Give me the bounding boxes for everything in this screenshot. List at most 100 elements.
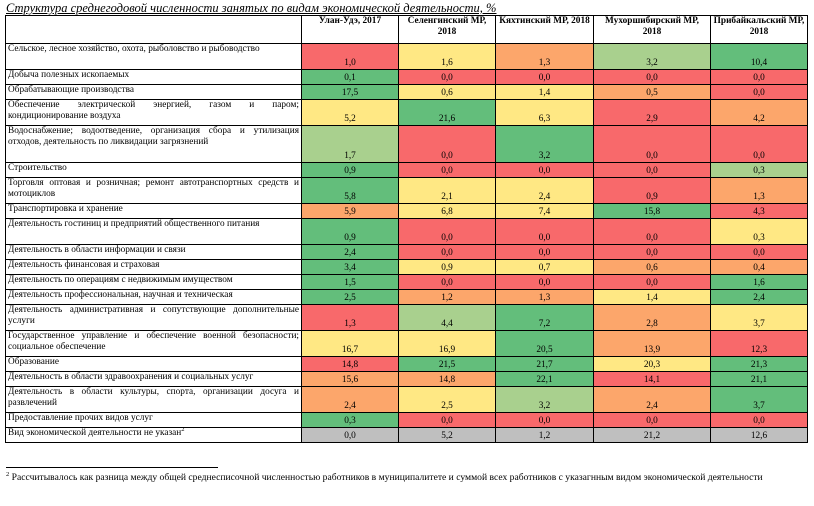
value-cell: 0,0 — [398, 69, 496, 85]
value-cell: 1,7 — [301, 125, 399, 163]
value-cell: 0,0 — [495, 412, 594, 428]
table-row: Добыча полезных ископаемых 0,1 0,0 0,0 0,0 0,… — [5, 69, 808, 85]
value-cell: 14,8 — [398, 371, 496, 387]
value-cell: 10,4 — [710, 43, 808, 70]
value-cell: 21,7 — [495, 356, 594, 372]
row-label: Торговля оптовая и розничная; ремонт авт… — [5, 177, 302, 204]
row-label-text: Строительство — [8, 163, 67, 174]
row-label-text: Деятельность в области здравоохранения и… — [8, 372, 254, 383]
row-label: Обеспечение электрической энергией, газо… — [5, 99, 302, 126]
footnote: 2 Рассчитывалось как разница между общей… — [6, 470, 802, 484]
value-cell: 0,3 — [710, 162, 808, 178]
value-cell: 12,3 — [710, 330, 808, 357]
row-label-text: Деятельность в области информации и связ… — [8, 245, 186, 256]
value-cell: 1,3 — [301, 304, 399, 331]
value-cell: 0,0 — [398, 162, 496, 178]
header-empty-cell — [5, 15, 302, 44]
value-cell: 0,0 — [495, 218, 594, 245]
value-cell: 14,8 — [301, 356, 399, 372]
value-cell: 13,9 — [593, 330, 711, 357]
value-cell: 3,4 — [301, 259, 399, 275]
value-cell: 1,2 — [495, 427, 594, 443]
table-row: Государственное управление и обеспечение… — [5, 330, 808, 357]
table-row: Деятельность по операциям с недвижимым и… — [5, 274, 808, 290]
table-row: Сельское, лесное хозяйство, охота, рыбол… — [5, 43, 808, 70]
value-cell: 0,7 — [495, 259, 594, 275]
value-cell: 7,2 — [495, 304, 594, 331]
row-label: Деятельность в области информации и связ… — [5, 244, 302, 260]
column-header: Улан-Удэ, 2017 — [301, 15, 399, 44]
value-cell: 20,3 — [593, 356, 711, 372]
row-label: Вид экономической деятельности не указан… — [5, 427, 302, 443]
value-cell: 0,0 — [593, 69, 711, 85]
value-cell: 1,4 — [593, 289, 711, 305]
row-label: Обрабатывающие производства — [5, 84, 302, 100]
value-cell: 1,2 — [398, 289, 496, 305]
value-cell: 1,6 — [710, 274, 808, 290]
row-label: Транспортировка и хранение — [5, 203, 302, 219]
value-cell: 0,0 — [710, 125, 808, 163]
value-cell: 1,6 — [398, 43, 496, 70]
value-cell: 0,0 — [710, 84, 808, 100]
row-label-text: Государственное управление и обеспечение… — [8, 331, 299, 353]
value-cell: 22,1 — [495, 371, 594, 387]
value-cell: 3,7 — [710, 386, 808, 413]
row-label: Деятельность административная и сопутств… — [5, 304, 302, 331]
table-row: Вид экономической деятельности не указан… — [5, 427, 808, 443]
value-cell: 0,0 — [398, 412, 496, 428]
value-cell: 0,9 — [301, 218, 399, 245]
value-cell: 0,0 — [593, 412, 711, 428]
row-label-text: Обрабатывающие производства — [8, 85, 135, 96]
row-label-text: Образование — [8, 357, 59, 368]
value-cell: 0,0 — [495, 69, 594, 85]
footnote-marker: 2 — [6, 470, 10, 478]
row-label: Деятельность по операциям с недвижимым и… — [5, 274, 302, 290]
value-cell: 2,4 — [301, 244, 399, 260]
value-cell: 21,5 — [398, 356, 496, 372]
table-row: Торговля оптовая и розничная; ремонт авт… — [5, 177, 808, 204]
value-cell: 4,4 — [398, 304, 496, 331]
value-cell: 0,0 — [710, 412, 808, 428]
value-cell: 21,3 — [710, 356, 808, 372]
table-row: Деятельность финансовая и страховая 3,4 0,… — [5, 259, 808, 275]
value-cell: 2,8 — [593, 304, 711, 331]
value-cell: 1,3 — [495, 43, 594, 70]
row-label-text: Деятельность в области культуры, спорта,… — [8, 387, 299, 409]
row-label-text: Деятельность профессиональная, научная и… — [8, 290, 233, 301]
value-cell: 0,6 — [593, 259, 711, 275]
row-label-text: Деятельность административная и сопутств… — [8, 305, 299, 327]
row-label-text: Предоставление прочих видов услуг — [8, 413, 153, 424]
value-cell: 3,2 — [495, 386, 594, 413]
value-cell: 14,1 — [593, 371, 711, 387]
value-cell: 0,0 — [593, 125, 711, 163]
value-cell: 0,0 — [398, 218, 496, 245]
value-cell: 2,1 — [398, 177, 496, 204]
table-row: Предоставление прочих видов услуг 0,3 0,0 0… — [5, 412, 808, 428]
value-cell: 21,1 — [710, 371, 808, 387]
value-cell: 1,3 — [495, 289, 594, 305]
row-label-text: Обеспечение электрической энергией, газо… — [8, 100, 299, 122]
column-header: Селенгинский МР, 2018 — [398, 15, 496, 44]
value-cell: 5,8 — [301, 177, 399, 204]
row-label: Деятельность в области здравоохранения и… — [5, 371, 302, 387]
value-cell: 0,9 — [301, 162, 399, 178]
value-cell: 2,9 — [593, 99, 711, 126]
row-label: Добыча полезных ископаемых — [5, 69, 302, 85]
row-label: Деятельность профессиональная, научная и… — [5, 289, 302, 305]
value-cell: 2,4 — [495, 177, 594, 204]
row-label: Водоснабжение; водоотведение, организаци… — [5, 125, 302, 163]
value-cell: 15,6 — [301, 371, 399, 387]
row-label: Строительство — [5, 162, 302, 178]
row-label-text: Деятельность по операциям с недвижимым и… — [8, 275, 233, 286]
value-cell: 0,4 — [710, 259, 808, 275]
row-label: Сельское, лесное хозяйство, охота, рыбол… — [5, 43, 302, 70]
value-cell: 0,3 — [301, 412, 399, 428]
employment-structure-table: Улан-Удэ, 2017 Селенгинский МР, 2018 Кях… — [5, 15, 808, 443]
value-cell: 0,0 — [593, 244, 711, 260]
value-cell: 0,6 — [398, 84, 496, 100]
row-label-text: Вид экономической деятельности не указан — [8, 428, 182, 439]
column-header: Прибайкальский МР, 2018 — [710, 15, 808, 44]
value-cell: 0,0 — [495, 162, 594, 178]
value-cell: 4,2 — [710, 99, 808, 126]
value-cell: 0,0 — [398, 244, 496, 260]
